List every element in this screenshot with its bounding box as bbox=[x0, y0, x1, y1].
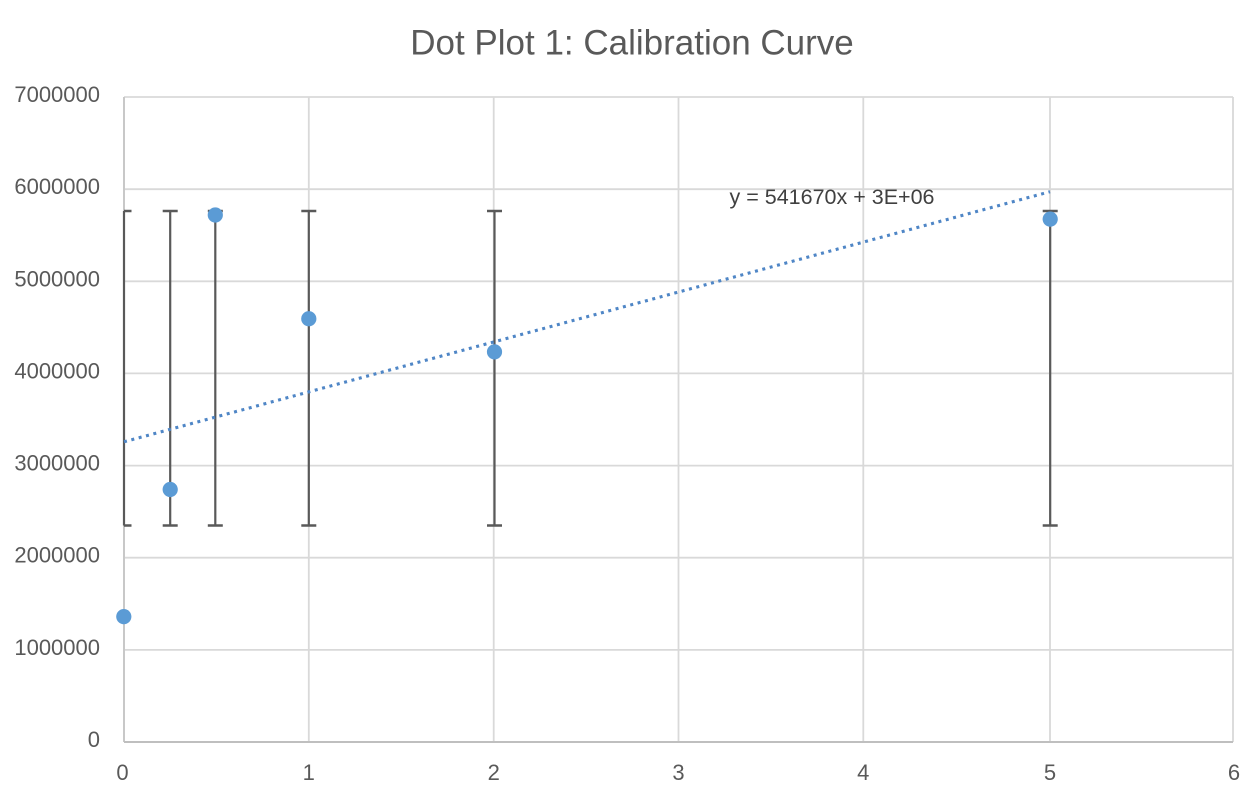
svg-text:5000000: 5000000 bbox=[14, 266, 100, 291]
svg-text:0: 0 bbox=[116, 760, 128, 785]
svg-text:4: 4 bbox=[857, 760, 869, 785]
svg-text:6000000: 6000000 bbox=[14, 174, 100, 199]
svg-text:6: 6 bbox=[1228, 760, 1240, 785]
svg-text:7000000: 7000000 bbox=[14, 82, 100, 107]
svg-text:2000000: 2000000 bbox=[14, 543, 100, 568]
svg-text:y = 541670x + 3E+06: y = 541670x + 3E+06 bbox=[729, 185, 934, 209]
svg-text:Dot Plot 1: Calibration Curve: Dot Plot 1: Calibration Curve bbox=[410, 24, 854, 63]
svg-text:0: 0 bbox=[88, 727, 100, 752]
svg-text:1: 1 bbox=[303, 760, 315, 785]
svg-text:2: 2 bbox=[488, 760, 500, 785]
svg-text:5: 5 bbox=[1044, 760, 1056, 785]
svg-text:3: 3 bbox=[672, 760, 684, 785]
svg-text:1000000: 1000000 bbox=[14, 635, 100, 660]
svg-text:3000000: 3000000 bbox=[14, 451, 100, 476]
svg-text:4000000: 4000000 bbox=[14, 358, 100, 383]
